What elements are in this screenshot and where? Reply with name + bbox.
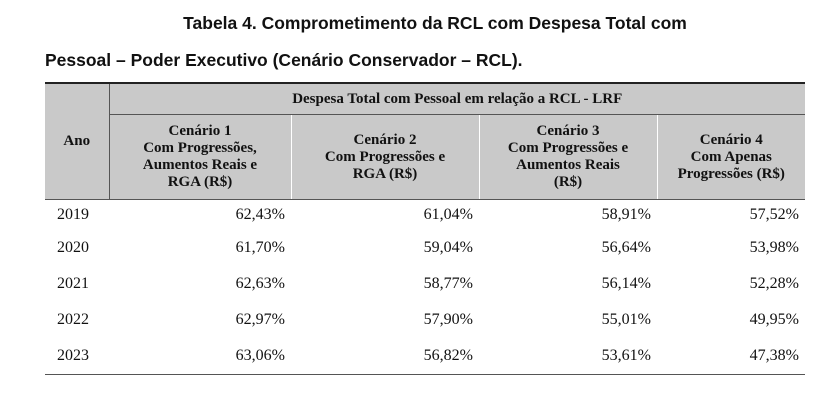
- value-cell: 53,98%: [749, 239, 799, 256]
- table-row: 2022 62,97% 57,90% 55,01% 49,95%: [45, 302, 805, 338]
- value-cell: 58,77%: [423, 275, 473, 292]
- year-cell: 2022: [57, 311, 89, 328]
- scenario-4-header: Cenário 4 Com Apenas Progressões (R$): [657, 114, 805, 200]
- year-cell: 2021: [57, 275, 89, 292]
- value-cell: 57,52%: [749, 206, 799, 223]
- year-cell: 2019: [57, 206, 89, 223]
- year-column-header: Ano: [45, 82, 110, 200]
- value-cell: 56,64%: [601, 239, 651, 256]
- value-cell: 56,14%: [601, 275, 651, 292]
- year-cell: 2020: [57, 239, 89, 256]
- value-cell: 56,82%: [291, 338, 479, 375]
- scenario-2-header: Cenário 2 Com Progressões e RGA (R$): [291, 114, 480, 200]
- super-header: Despesa Total com Pessoal em relação a R…: [109, 82, 805, 115]
- table-caption-line-2: Pessoal – Poder Executivo (Cenário Conse…: [45, 50, 523, 70]
- value-cell: 57,90%: [423, 311, 473, 328]
- value-cell: 49,95%: [749, 311, 799, 328]
- value-cell: 62,97%: [235, 311, 285, 328]
- table-caption-line-1: Tabela 4. Comprometimento da RCL com Des…: [183, 13, 687, 33]
- value-cell: 55,01%: [601, 311, 651, 328]
- value-cell: 52,28%: [749, 275, 799, 292]
- year-cell: 2023: [45, 338, 109, 375]
- table-row: 2023 63,06% 56,82% 53,61% 47,38%: [45, 338, 805, 375]
- value-cell: 62,63%: [235, 275, 285, 292]
- value-cell: 61,04%: [423, 206, 473, 223]
- table-row: 2020 61,70% 59,04% 56,64% 53,98%: [45, 230, 805, 266]
- table-row: 2021 62,63% 58,77% 56,14% 52,28%: [45, 266, 805, 302]
- value-cell: 47,38%: [657, 338, 805, 375]
- value-cell: 61,70%: [235, 239, 285, 256]
- value-cell: 62,43%: [235, 206, 285, 223]
- value-cell: 63,06%: [109, 338, 291, 375]
- value-cell: 59,04%: [423, 239, 473, 256]
- scenario-3-header: Cenário 3 Com Progressões e Aumentos Rea…: [479, 114, 658, 200]
- personnel-expense-table: Ano Despesa Total com Pessoal em relação…: [45, 82, 805, 375]
- table-row: 2019 62,43% 61,04% 58,91% 57,52%: [45, 200, 805, 231]
- scenario-1-header: Cenário 1 Com Progressões, Aumentos Reai…: [109, 114, 292, 200]
- value-cell: 58,91%: [601, 206, 651, 223]
- value-cell: 53,61%: [479, 338, 657, 375]
